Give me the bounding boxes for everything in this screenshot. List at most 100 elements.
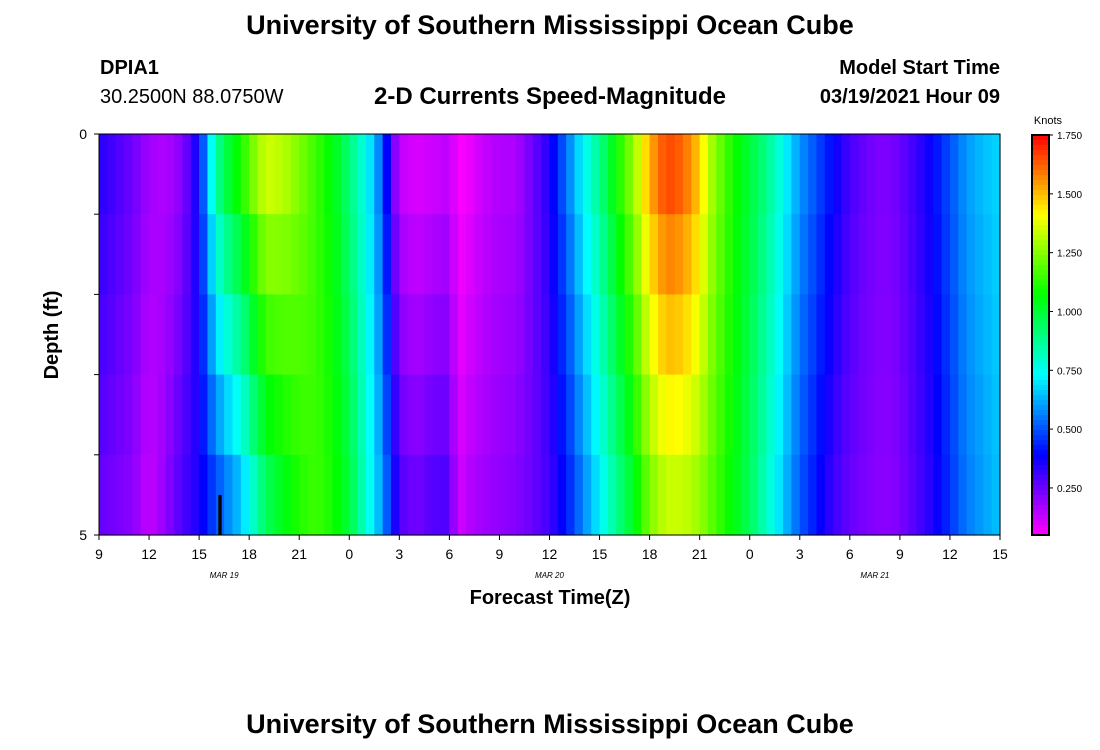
heatmap-cell <box>549 134 559 215</box>
heatmap-cell <box>557 294 567 376</box>
heatmap-cell <box>174 214 184 295</box>
heatmap-cell <box>849 214 859 295</box>
heatmap-cell <box>749 214 759 295</box>
heatmap-cell <box>933 374 943 456</box>
heatmap-cell <box>532 374 542 456</box>
heatmap-cell <box>99 214 108 295</box>
colorbar-segment <box>1032 515 1049 521</box>
heatmap-cell <box>424 134 434 215</box>
heatmap-cell <box>582 374 592 456</box>
heatmap-cell <box>724 134 734 215</box>
heatmap-cell <box>482 134 492 215</box>
heatmap-cells <box>99 134 1001 536</box>
x-axis: 9 12 15 18 21 0 3 6 9 12 15 18 21 0 3 6 9 12 15 <box>95 535 1008 562</box>
heatmap-cell <box>941 214 951 295</box>
heatmap-cell <box>733 134 742 215</box>
heatmap-cell <box>324 454 334 536</box>
heatmap-cell <box>224 134 234 215</box>
heatmap-cell <box>416 214 425 295</box>
heatmap-cell <box>232 454 242 536</box>
heatmap-cell <box>240 374 250 456</box>
heatmap-cell <box>499 374 509 456</box>
heatmap-cell <box>566 294 576 376</box>
heatmap-cell <box>115 214 125 295</box>
heatmap-cell <box>966 134 976 215</box>
heatmap-cell <box>783 294 793 376</box>
model-start-time: 03/19/2021 Hour 09 <box>819 86 1000 108</box>
heatmap-cell <box>157 374 167 456</box>
colorbar-segment <box>1032 175 1049 181</box>
colorbar-segment <box>1032 365 1049 371</box>
colorbar-segment <box>1032 150 1049 156</box>
heatmap-cell <box>257 294 267 376</box>
heatmap-cell <box>941 134 951 215</box>
heatmap-cell <box>215 294 225 376</box>
heatmap-cell <box>399 214 409 295</box>
heatmap-cell <box>666 374 676 456</box>
heatmap-cell <box>457 454 467 536</box>
heatmap-cell <box>441 454 450 536</box>
heatmap-cell <box>841 454 851 536</box>
heatmap-cell <box>174 134 184 215</box>
heatmap-cell <box>833 374 843 456</box>
heatmap-cell <box>382 214 392 295</box>
heatmap-cell <box>849 294 859 376</box>
heatmap-cell <box>899 214 909 295</box>
heatmap-cell <box>324 294 334 376</box>
heatmap-cell <box>140 374 150 456</box>
colorbar-segment <box>1032 300 1049 306</box>
heatmap-cell <box>674 294 684 376</box>
heatmap-cell <box>674 374 684 456</box>
date-label: MAR 20 <box>535 571 564 580</box>
heatmap-cell <box>924 214 934 295</box>
colorbar-segment <box>1032 350 1049 356</box>
heatmap-cell <box>941 454 951 536</box>
heatmap-cell <box>749 374 759 456</box>
heatmap-cell <box>257 214 267 295</box>
heatmap-cell <box>866 374 876 456</box>
heatmap-cell <box>599 454 609 536</box>
colorbar-segment <box>1032 485 1049 491</box>
date-label: MAR 19 <box>210 571 239 580</box>
heatmap-cell <box>99 294 108 376</box>
date-labels: MAR 19 MAR 20 MAR 21 <box>210 571 890 580</box>
heatmap-cell <box>883 294 893 376</box>
heatmap-cell <box>958 374 968 456</box>
model-start-label: Model Start Time <box>839 57 1000 79</box>
heatmap-cell <box>307 214 317 295</box>
heatmap-cell <box>566 454 576 536</box>
heatmap-cell <box>983 374 993 456</box>
heatmap-cell <box>974 374 984 456</box>
heatmap-cell <box>641 454 651 536</box>
heatmap-cell <box>374 214 384 295</box>
heatmap-cell <box>249 374 259 456</box>
heatmap-cell <box>107 374 117 456</box>
heatmap-cell <box>549 374 559 456</box>
colorbar-segment <box>1032 240 1049 246</box>
heatmap-cell <box>307 374 317 456</box>
heatmap-cell <box>616 374 626 456</box>
heatmap-cell <box>315 134 325 215</box>
colorbar-segment <box>1032 500 1049 506</box>
heatmap-cell <box>849 454 859 536</box>
heatmap-cell <box>499 134 509 215</box>
heatmap-cell <box>290 454 300 536</box>
heatmap-cell <box>349 374 359 456</box>
heatmap-cell <box>399 294 409 376</box>
heatmap-cell <box>149 294 158 376</box>
heatmap-cell <box>299 214 309 295</box>
heatmap-cell <box>207 214 217 295</box>
heatmap-cell <box>874 134 884 215</box>
heatmap-cell <box>390 454 400 536</box>
x-tick-label: 15 <box>191 546 207 562</box>
heatmap-cell <box>124 294 133 376</box>
heatmap-cell <box>599 294 609 376</box>
heatmap-cell <box>624 294 634 376</box>
heatmap-cell <box>315 294 325 376</box>
heatmap-cell <box>416 294 425 376</box>
y-tick-label: 5 <box>79 527 87 543</box>
heatmap-cell <box>315 374 325 456</box>
colorbar-segment <box>1032 210 1049 216</box>
colorbar-segment <box>1032 440 1049 446</box>
heatmap-cell <box>883 134 893 215</box>
